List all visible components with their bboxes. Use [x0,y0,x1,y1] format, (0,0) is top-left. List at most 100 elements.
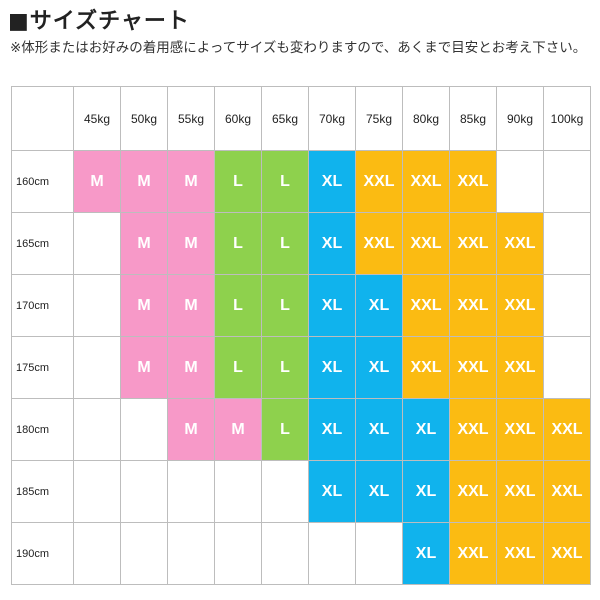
size-cell: XXL [449,150,497,213]
empty-cell [73,336,121,399]
empty-cell [73,460,121,523]
weight-header: 100kg [543,86,591,151]
size-chart-table: 45kg 50kg 55kg 60kg 65kg 70kg 75kg 80kg … [11,86,591,585]
weight-header: 65kg [261,86,309,151]
size-cell: XXL [355,150,403,213]
height-row: 175cm M M L L XL XL XXL XXL XXL [11,336,591,399]
size-cell: XXL [449,336,497,399]
size-cell: XL [402,398,450,461]
empty-cell [73,212,121,275]
size-cell: XXL [402,150,450,213]
size-cell: M [167,398,215,461]
empty-cell [120,398,168,461]
size-cell: L [261,212,309,275]
weight-header: 85kg [449,86,497,151]
size-cell: XL [308,274,356,337]
weight-header: 80kg [402,86,450,151]
empty-cell [120,522,168,585]
size-cell: XXL [449,460,497,523]
size-cell: XXL [402,274,450,337]
size-cell: M [167,212,215,275]
size-cell: XL [355,460,403,523]
size-cell: M [120,212,168,275]
height-label: 180cm [11,398,74,461]
height-label: 185cm [11,460,74,523]
empty-cell [308,522,356,585]
size-cell: L [214,274,262,337]
height-row: 185cm XL XL XL XXL XXL XXL [11,460,591,523]
size-cell: L [261,150,309,213]
size-cell: XL [355,398,403,461]
height-label: 175cm [11,336,74,399]
size-note: ※体形またはお好みの着用感によってサイズも変わりますので、あくまで目安とお考え下… [10,40,587,56]
weight-header: 60kg [214,86,262,151]
empty-cell [543,274,591,337]
weight-header: 50kg [120,86,168,151]
empty-cell [167,460,215,523]
empty-cell [120,460,168,523]
empty-cell [543,336,591,399]
height-row: 180cm M M L XL XL XL XXL XXL XXL [11,398,591,461]
page-title: ■サイズチャート [8,9,190,34]
empty-cell [214,460,262,523]
empty-cell [496,150,544,213]
size-cell: L [261,336,309,399]
size-cell: XL [402,522,450,585]
size-cell: XXL [543,522,591,585]
size-cell: XL [355,336,403,399]
height-label: 190cm [11,522,74,585]
size-cell: XXL [449,274,497,337]
empty-cell [73,274,121,337]
empty-cell [543,150,591,213]
height-label: 165cm [11,212,74,275]
size-cell: L [214,336,262,399]
size-cell: XXL [355,212,403,275]
weight-header: 45kg [73,86,121,151]
size-cell: M [167,336,215,399]
size-cell: XL [308,336,356,399]
size-cell: L [214,212,262,275]
size-cell: XXL [496,522,544,585]
size-cell: XXL [496,274,544,337]
size-cell: L [261,398,309,461]
weight-header: 55kg [167,86,215,151]
size-cell: XXL [449,522,497,585]
height-label: 160cm [11,150,74,213]
size-cell: XL [355,274,403,337]
corner-cell [11,86,74,151]
size-cell: M [214,398,262,461]
weight-header: 90kg [496,86,544,151]
size-cell: M [167,150,215,213]
size-cell: XXL [496,398,544,461]
empty-cell [73,398,121,461]
size-cell: L [214,150,262,213]
weight-header-row: 45kg 50kg 55kg 60kg 65kg 70kg 75kg 80kg … [11,86,591,151]
size-cell: XXL [543,460,591,523]
weight-header: 75kg [355,86,403,151]
size-cell: XL [308,150,356,213]
size-cell: XXL [543,398,591,461]
size-cell: M [73,150,121,213]
size-cell: M [120,336,168,399]
empty-cell [355,522,403,585]
height-row: 170cm M M L L XL XL XXL XXL XXL [11,274,591,337]
size-cell: XXL [449,212,497,275]
size-cell: M [120,150,168,213]
height-label: 170cm [11,274,74,337]
empty-cell [543,212,591,275]
size-cell: XL [308,398,356,461]
size-cell: XXL [496,460,544,523]
empty-cell [73,522,121,585]
empty-cell [261,522,309,585]
empty-cell [167,522,215,585]
size-cell: XXL [496,336,544,399]
height-row: 160cm M M M L L XL XXL XXL XXL [11,150,591,213]
size-cell: XL [308,212,356,275]
size-cell: XL [308,460,356,523]
height-row: 190cm XL XXL XXL XXL [11,522,591,585]
size-cell: L [261,274,309,337]
height-row: 165cm M M L L XL XXL XXL XXL XXL [11,212,591,275]
size-cell: XXL [402,212,450,275]
empty-cell [214,522,262,585]
weight-header: 70kg [308,86,356,151]
